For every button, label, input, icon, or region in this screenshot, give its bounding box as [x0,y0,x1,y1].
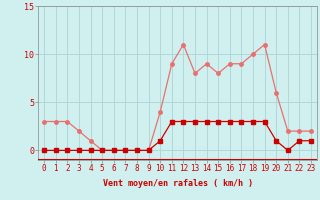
X-axis label: Vent moyen/en rafales ( km/h ): Vent moyen/en rafales ( km/h ) [103,179,252,188]
